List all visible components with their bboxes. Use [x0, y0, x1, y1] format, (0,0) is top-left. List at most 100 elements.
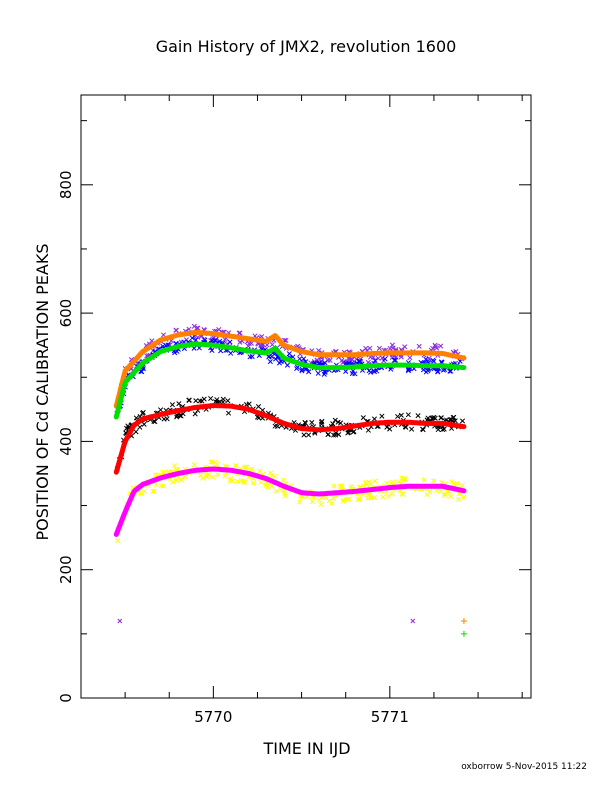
data-point — [351, 428, 357, 435]
data-point — [242, 479, 248, 486]
data-point — [432, 342, 438, 348]
data-point — [360, 415, 366, 421]
y-tick-label: 600 — [57, 299, 75, 328]
data-point — [316, 360, 322, 366]
data-point — [258, 479, 264, 485]
data-point — [420, 427, 426, 433]
data-point — [425, 368, 431, 374]
series-line-7 — [113, 466, 467, 537]
data-point — [266, 354, 272, 360]
data-point — [325, 357, 331, 363]
data-point — [301, 356, 307, 362]
data-point — [255, 403, 262, 410]
data-point — [391, 357, 397, 363]
data-point — [306, 432, 312, 438]
footer-stamp: oxborrow 5-Nov-2015 11:22 — [461, 762, 587, 772]
series-5 — [113, 403, 467, 475]
data-point — [139, 490, 145, 497]
data-point — [366, 479, 372, 485]
data-point — [316, 497, 322, 503]
data-point — [165, 342, 171, 348]
data-point — [390, 479, 396, 485]
data-point — [160, 483, 166, 489]
data-point — [233, 462, 239, 469]
data-point — [159, 470, 166, 476]
data-point — [153, 472, 159, 478]
data-point — [437, 488, 443, 494]
data-point — [151, 418, 157, 424]
data-point — [315, 370, 321, 376]
data-point — [272, 423, 278, 429]
data-point — [332, 417, 338, 423]
data-point — [360, 483, 366, 489]
axes-layer: 5770 5771 0 200 400 600 800 — [57, 94, 532, 726]
data-point — [356, 497, 363, 503]
data-point — [193, 337, 199, 343]
data-point — [115, 538, 121, 544]
outlier-point — [460, 630, 467, 637]
data-point — [272, 473, 278, 479]
data-point — [415, 413, 421, 419]
data-point — [178, 477, 184, 483]
data-point — [335, 419, 341, 425]
data-point — [322, 360, 328, 366]
data-point — [249, 354, 255, 360]
data-point — [241, 479, 247, 485]
data-point — [375, 355, 381, 361]
data-point — [282, 490, 288, 496]
data-point — [379, 413, 385, 419]
data-point — [273, 356, 279, 362]
data-point — [140, 409, 146, 415]
data-point — [193, 325, 200, 331]
data-point — [141, 421, 147, 427]
data-point — [357, 358, 363, 364]
data-point — [459, 482, 465, 489]
data-point — [176, 401, 182, 407]
outlier-point — [460, 618, 467, 625]
data-point — [333, 430, 339, 436]
x-tick-label: 5770 — [194, 708, 232, 726]
plot-frame — [80, 94, 532, 699]
data-point — [269, 342, 275, 348]
data-point — [192, 411, 198, 417]
data-point — [133, 429, 139, 435]
data-point — [336, 431, 342, 438]
data-point — [169, 402, 175, 408]
data-point — [420, 367, 427, 373]
data-point — [327, 357, 333, 363]
data-point — [461, 494, 467, 500]
data-point — [387, 426, 393, 432]
data-point — [191, 345, 197, 351]
data-point — [339, 483, 345, 489]
data-point — [220, 396, 226, 402]
outlier-point — [410, 618, 416, 624]
outlier-points — [117, 618, 467, 637]
data-point — [389, 491, 395, 497]
data-point — [330, 421, 336, 427]
data-point — [276, 360, 283, 366]
data-point — [197, 398, 203, 404]
data-point — [326, 498, 332, 504]
data-point — [218, 348, 224, 354]
data-point — [182, 474, 188, 480]
data-point — [297, 499, 303, 505]
data-point — [227, 339, 233, 345]
data-point — [331, 483, 337, 489]
data-point — [343, 360, 349, 366]
data-point — [382, 356, 388, 362]
data-point — [171, 463, 178, 469]
data-point — [158, 483, 164, 489]
data-point — [243, 464, 249, 470]
data-point — [137, 424, 143, 430]
data-point — [398, 412, 404, 418]
plot-marks — [113, 323, 467, 637]
data-point — [345, 496, 351, 502]
data-point — [283, 337, 289, 343]
y-tick-label: 800 — [57, 170, 75, 199]
data-point — [214, 397, 220, 403]
data-point — [365, 427, 371, 433]
data-point — [301, 432, 307, 438]
data-point — [212, 459, 218, 465]
